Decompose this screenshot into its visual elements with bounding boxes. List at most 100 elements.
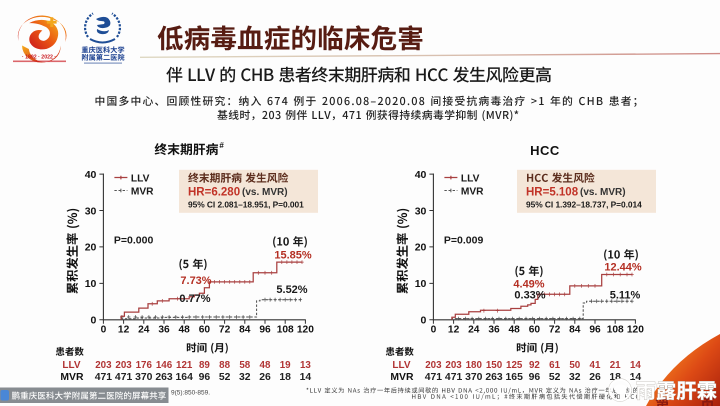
svg-text:· 1892 · 2022 ·: · 1892 · 2022 · [22, 55, 56, 61]
svg-text:95% CI 1.392–18.737, P=0.014: 95% CI 1.392–18.737, P=0.014 [526, 199, 642, 209]
svg-text:MVR: MVR [390, 372, 414, 383]
svg-text:12: 12 [118, 325, 130, 336]
svg-text:146: 146 [156, 360, 173, 371]
svg-text:13: 13 [300, 360, 311, 371]
svg-text:30: 30 [85, 205, 97, 217]
svg-text:96: 96 [259, 325, 271, 336]
svg-text:0: 0 [431, 325, 437, 336]
svg-text:176: 176 [136, 360, 153, 371]
svg-text:0: 0 [101, 325, 107, 336]
svg-text:9(5):850-859.: 9(5):850-859. [171, 390, 210, 397]
svg-text:263: 263 [485, 372, 503, 383]
svg-text:LLV: LLV [131, 173, 150, 184]
svg-text:52: 52 [549, 372, 561, 383]
svg-text:60: 60 [199, 325, 211, 336]
svg-text:0: 0 [91, 315, 97, 327]
svg-text:150: 150 [486, 360, 503, 371]
svg-text:20: 20 [85, 242, 97, 254]
svg-text:203: 203 [95, 360, 112, 371]
svg-text:92: 92 [529, 360, 540, 371]
svg-text:471: 471 [95, 372, 113, 383]
svg-text:40: 40 [85, 169, 97, 181]
svg-text:32: 32 [239, 372, 251, 383]
svg-text:84: 84 [569, 325, 581, 336]
svg-text:370: 370 [135, 372, 153, 383]
svg-text:203: 203 [115, 360, 132, 371]
svg-text:12: 12 [448, 325, 460, 336]
svg-text:48: 48 [509, 325, 521, 336]
svg-text:36: 36 [158, 325, 170, 336]
svg-text:HCC: HCC [530, 143, 560, 158]
svg-text:15.85%: 15.85% [274, 250, 312, 262]
svg-text:165: 165 [506, 372, 524, 383]
svg-text:HR=6.280: HR=6.280 [188, 186, 240, 198]
svg-text:95% CI 2.081–18.951, P=0.001: 95% CI 2.081–18.951, P=0.001 [188, 199, 304, 209]
svg-text:72: 72 [549, 325, 561, 336]
svg-text:14: 14 [630, 360, 641, 371]
svg-text:12.44%: 12.44% [604, 262, 642, 274]
svg-text:370: 370 [465, 372, 483, 383]
svg-text:263: 263 [155, 372, 173, 383]
svg-text:0: 0 [421, 315, 427, 327]
svg-text:#: # [219, 141, 224, 150]
svg-text:48: 48 [179, 325, 191, 336]
svg-text:52: 52 [219, 372, 231, 383]
svg-text:120: 120 [297, 325, 314, 336]
svg-text:19: 19 [280, 360, 291, 371]
svg-text:P=0.009: P=0.009 [444, 235, 484, 247]
svg-text:10: 10 [85, 278, 97, 290]
svg-text:84: 84 [239, 325, 251, 336]
svg-text:5.52%: 5.52% [276, 284, 307, 296]
svg-text:125: 125 [506, 360, 523, 371]
svg-text:471: 471 [425, 372, 443, 383]
svg-text:471: 471 [115, 372, 133, 383]
svg-text:96: 96 [529, 372, 541, 383]
svg-text:18: 18 [609, 372, 621, 383]
svg-text:120: 120 [627, 325, 644, 336]
svg-text:180: 180 [466, 360, 483, 371]
svg-text:24: 24 [468, 325, 480, 336]
svg-text:41: 41 [590, 360, 601, 371]
svg-text:MVR: MVR [131, 186, 154, 197]
svg-text:108: 108 [277, 325, 294, 336]
svg-text:LLV: LLV [461, 173, 480, 184]
svg-text:21: 21 [610, 360, 621, 371]
svg-text:24: 24 [138, 325, 150, 336]
svg-text:32: 32 [569, 372, 581, 383]
svg-text:20: 20 [415, 242, 427, 254]
svg-text:LLV: LLV [62, 360, 80, 371]
svg-text:108: 108 [607, 325, 624, 336]
svg-text:HR=5.108: HR=5.108 [526, 186, 579, 198]
svg-text:60: 60 [529, 325, 541, 336]
svg-text:89: 89 [199, 360, 210, 371]
svg-text:88: 88 [219, 360, 230, 371]
svg-text:96: 96 [589, 325, 601, 336]
svg-text:30: 30 [415, 205, 427, 217]
svg-text:58: 58 [239, 360, 250, 371]
svg-text:18: 18 [279, 372, 291, 383]
svg-text:MVR: MVR [60, 372, 84, 383]
svg-text:P=0.000: P=0.000 [114, 235, 154, 247]
svg-text:40: 40 [415, 169, 427, 181]
svg-text:14: 14 [300, 372, 312, 383]
svg-text:26: 26 [259, 372, 271, 383]
svg-text:MVR: MVR [461, 186, 484, 197]
svg-text:(vs. MVR): (vs. MVR) [580, 187, 626, 198]
svg-text:48: 48 [260, 360, 271, 371]
svg-text:7.73%: 7.73% [180, 275, 211, 287]
svg-text:0.77%: 0.77% [179, 293, 210, 305]
svg-text:121: 121 [176, 360, 193, 371]
svg-text:471: 471 [445, 372, 463, 383]
svg-text:36: 36 [488, 325, 500, 336]
svg-text:72: 72 [219, 325, 231, 336]
svg-text:61: 61 [549, 360, 560, 371]
svg-text:50: 50 [569, 360, 580, 371]
svg-text:203: 203 [425, 360, 442, 371]
svg-text:26: 26 [589, 372, 601, 383]
svg-text:10: 10 [415, 278, 427, 290]
svg-text:203: 203 [445, 360, 462, 371]
svg-text:14: 14 [630, 372, 642, 383]
svg-text:LLV: LLV [392, 360, 410, 371]
svg-text:5.11%: 5.11% [610, 290, 641, 302]
svg-text:0.33%: 0.33% [514, 290, 545, 302]
